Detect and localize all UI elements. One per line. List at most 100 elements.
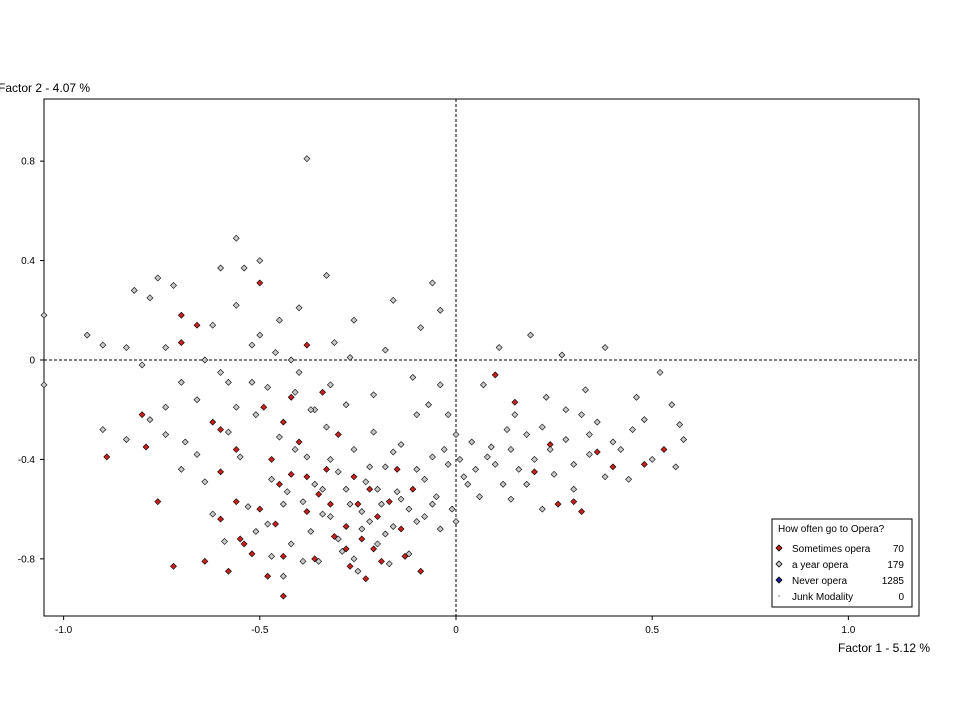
sometimes-opera-point [640, 460, 648, 468]
a-year-opera-point [299, 498, 307, 506]
a-year-opera-point [593, 418, 601, 426]
a-year-opera-point [307, 406, 315, 414]
a-year-opera-point [413, 465, 421, 473]
a-year-opera-point [625, 475, 633, 483]
a-year-opera-point [570, 485, 578, 493]
a-year-opera-point [362, 478, 370, 486]
a-year-opera-point [515, 465, 523, 473]
a-year-opera-point [421, 513, 429, 521]
legend-count-sometimes-opera: 70 [893, 544, 905, 555]
a-year-opera-point [523, 480, 531, 488]
sometimes-opera-point [378, 557, 385, 565]
sometimes-opera-point [240, 540, 248, 548]
a-year-opera-point [279, 500, 287, 508]
a-year-opera-point [264, 383, 272, 391]
a-year-opera-point [146, 416, 154, 424]
legend-label-never-opera: Never opera [792, 576, 847, 587]
a-year-opera-point [279, 572, 287, 580]
a-year-opera-point [444, 411, 452, 419]
a-year-opera-point [252, 528, 260, 535]
a-year-opera-point [244, 503, 252, 511]
x-tick-label: 0 [453, 625, 459, 636]
sometimes-opera-point [287, 393, 295, 401]
a-year-opera-point [582, 386, 589, 394]
sometimes-opera-point [201, 557, 209, 565]
a-year-opera-point [511, 411, 519, 419]
a-year-opera-point [370, 428, 378, 436]
sometimes-opera-point [385, 498, 393, 506]
sometimes-opera-point [217, 515, 224, 523]
a-year-opera-point [193, 451, 201, 458]
sometimes-opera-point [531, 468, 538, 476]
a-year-opera-point [570, 460, 578, 468]
legend: How often go to Opera? Sometimes opera 7… [771, 518, 913, 608]
sometimes-opera-point [409, 485, 417, 493]
sometimes-opera-point [279, 418, 287, 426]
x-axis-label: Factor 1 - 5.12 % [838, 641, 930, 655]
a-year-opera-point [503, 426, 511, 434]
a-year-opera-point [122, 436, 130, 443]
a-year-opera-point [138, 361, 146, 369]
sometimes-opera-point [232, 446, 240, 453]
sometimes-opera-point [177, 339, 185, 347]
a-year-opera-point [389, 523, 397, 530]
a-year-opera-point [319, 510, 327, 518]
a-year-opera-point [276, 316, 283, 324]
sometimes-opera-point [209, 418, 217, 426]
a-year-opera-point [366, 463, 374, 471]
a-year-opera-point [268, 552, 276, 560]
a-year-opera-point [232, 301, 240, 309]
a-year-opera-point [327, 513, 334, 521]
a-year-opera-point [366, 518, 374, 525]
sometimes-opera-point [236, 535, 244, 543]
sometimes-opera-point [260, 403, 268, 411]
a-year-opera-point [256, 257, 264, 264]
a-year-opera-point [531, 455, 538, 463]
a-year-opera-point [421, 475, 429, 483]
sometimes-opera-point [217, 468, 224, 476]
a-year-opera-point [562, 406, 570, 414]
x-tick-label: 0.5 [645, 625, 659, 636]
a-year-opera-point [346, 354, 354, 361]
a-year-opera-point [562, 436, 570, 443]
a-year-opera-point [291, 388, 299, 396]
a-year-opera-point [162, 403, 170, 411]
a-year-opera-point [276, 433, 283, 441]
y-tick-label: 0.8 [21, 157, 35, 168]
sometimes-opera-point [138, 411, 146, 419]
a-year-opera-point [483, 453, 491, 461]
a-year-opera-point [323, 423, 330, 431]
y-axis-label: Factor 2 - 4.07 % [0, 81, 90, 95]
a-year-opera-point [334, 468, 342, 476]
a-year-opera-point [429, 500, 436, 508]
a-year-opera-point [542, 393, 550, 401]
a-year-opera-point [236, 453, 244, 461]
a-year-opera-point [252, 411, 260, 419]
a-year-opera-point [381, 346, 389, 354]
legend-label-sometimes-opera: Sometimes opera [792, 544, 871, 555]
legend-label-junk-modality: Junk Modality [792, 592, 853, 603]
a-year-opera-point [40, 311, 48, 319]
a-year-opera-point [672, 463, 680, 471]
a-year-opera-point [640, 416, 648, 424]
a-year-opera-point [456, 455, 464, 463]
a-year-opera-point [389, 296, 397, 304]
sometimes-opera-point [177, 311, 185, 319]
sometimes-opera-point [279, 592, 287, 600]
a-year-opera-point [327, 381, 334, 389]
a-year-opera-point [248, 341, 256, 349]
sometimes-opera-point [303, 473, 311, 481]
sometimes-opera-point [362, 575, 370, 583]
sometimes-opera-point [374, 513, 381, 521]
a-year-opera-point [232, 234, 240, 242]
a-year-opera-point [464, 480, 472, 488]
a-year-opera-point [495, 344, 503, 351]
a-year-opera-point [193, 396, 201, 404]
a-year-opera-point [385, 560, 393, 568]
a-year-opera-point [374, 485, 381, 493]
a-year-opera-point [358, 525, 366, 533]
sometimes-opera-point [103, 453, 111, 461]
a-year-opera-point [154, 274, 162, 282]
a-year-opera-point [491, 460, 499, 468]
